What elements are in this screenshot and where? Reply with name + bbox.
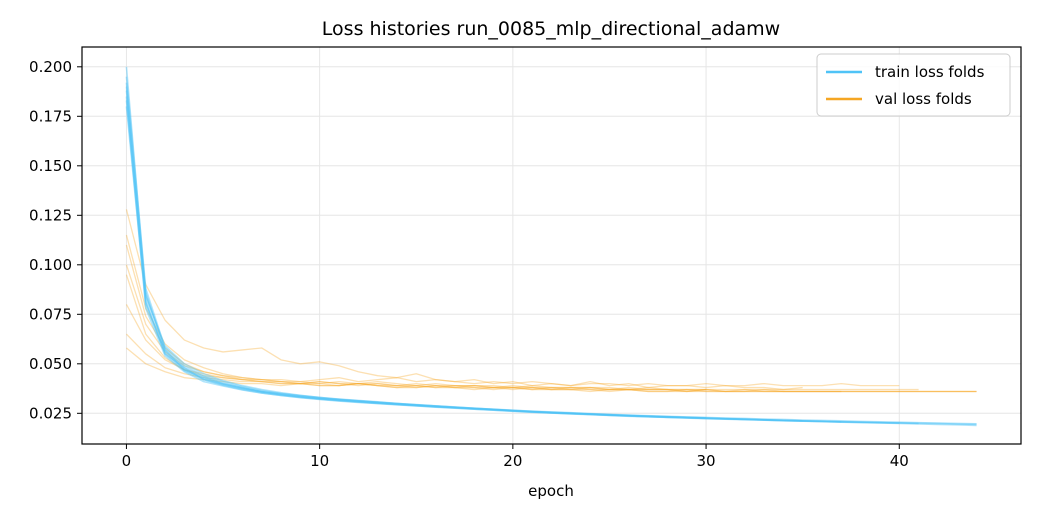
y-tick-label: 0.125 (29, 206, 72, 224)
y-tick-label: 0.175 (29, 107, 72, 125)
train-fold-line-3 (125, 96, 900, 425)
y-tick-label: 0.025 (29, 404, 72, 422)
val-fold-line-8 (125, 244, 977, 393)
x-tick-label: 10 (310, 452, 329, 470)
chart-title: Loss histories run_0085_mlp_directional_… (322, 18, 780, 40)
train-fold-line-5 (125, 106, 919, 425)
y-tick-label: 0.200 (29, 58, 72, 76)
val-fold-line-2 (125, 234, 977, 393)
val-fold-line-5 (125, 333, 977, 393)
legend-box (816, 53, 1011, 117)
val-fold-line-6 (126, 347, 842, 393)
legend-val-label: val loss folds (875, 90, 972, 108)
train-fold-line-4 (125, 76, 707, 419)
y-tick-label: 0.050 (29, 355, 72, 373)
x-axis-ticks: 0 10 20 30 40 (122, 444, 909, 470)
train-fold-line-7 (125, 82, 842, 423)
val-fold-line-4 (125, 304, 707, 391)
x-tick-label: 30 (697, 452, 716, 470)
train-fold-line-2 (125, 86, 977, 427)
legend-train-label: train loss folds (875, 63, 985, 81)
plot-area-frame (81, 46, 1022, 445)
y-tick-label: 0.075 (29, 305, 72, 323)
x-tick-label: 0 (122, 452, 132, 470)
train-fold-line-8 (125, 100, 977, 426)
legend: train loss folds val loss folds (816, 53, 1011, 117)
train-fold-line-6 (125, 90, 977, 425)
y-tick-label: 0.150 (29, 157, 72, 175)
y-tick-label: 0.100 (29, 256, 72, 274)
train-loss-series (125, 66, 977, 427)
train-fold-line-1 (125, 66, 803, 422)
x-axis-label: epoch (528, 482, 574, 500)
val-fold-line-3 (125, 264, 900, 387)
x-tick-label: 40 (890, 452, 909, 470)
y-axis-ticks: 0.025 0.050 0.075 0.100 0.125 0.150 0.175 0.200 (29, 58, 82, 422)
val-fold-line-7 (125, 274, 919, 391)
grid (82, 47, 1021, 444)
val-fold-line-1 (125, 209, 803, 391)
x-tick-label: 20 (503, 452, 522, 470)
val-loss-series (125, 209, 977, 393)
